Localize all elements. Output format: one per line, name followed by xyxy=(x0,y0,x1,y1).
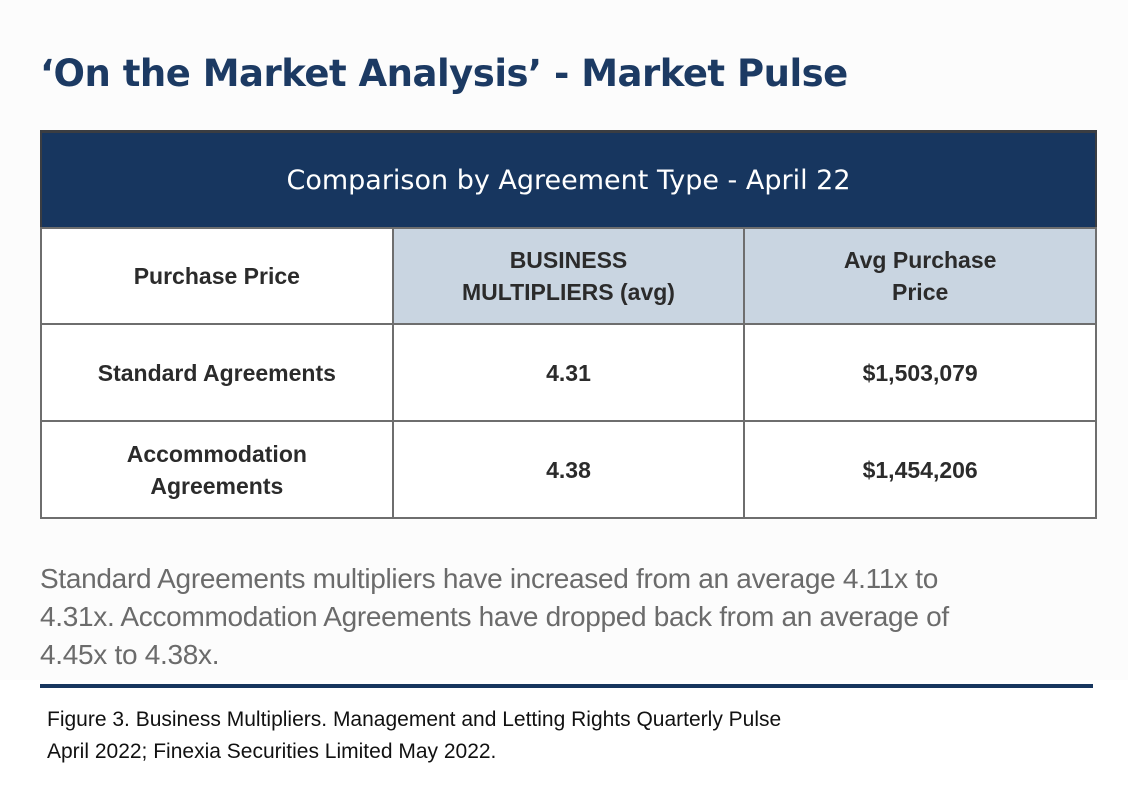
row-label: Accommodation Agreements xyxy=(40,420,394,519)
caption-line: April 2022; Finexia Securities Limited M… xyxy=(47,740,497,763)
header-business-multipliers: BUSINESS MULTIPLIERS (avg) xyxy=(391,227,746,325)
row-label: Standard Agreements xyxy=(40,323,394,422)
header-avg-purchase-price: Avg Purchase Price xyxy=(743,227,1097,325)
table-row: Standard Agreements 4.31 $1,503,079 xyxy=(40,323,1097,422)
avg-price-value: $1,454,206 xyxy=(743,420,1097,519)
slide-image: ‘On the Market Analysis’ - Market Pulse … xyxy=(40,52,1100,674)
table-header-row: Purchase Price BUSINESS MULTIPLIERS (avg… xyxy=(40,227,1097,325)
summary-line: 4.45x to 4.38x. xyxy=(40,639,220,670)
header-line: Price xyxy=(892,279,949,305)
multiplier-value: 4.31 xyxy=(391,323,746,422)
multiplier-value: 4.38 xyxy=(391,420,746,519)
table-row: Accommodation Agreements 4.38 $1,454,206 xyxy=(40,420,1097,519)
header-purchase-price: Purchase Price xyxy=(40,227,394,325)
comparison-table: Comparison by Agreement Type - April 22 … xyxy=(40,130,1097,519)
row-label-line: Agreements xyxy=(150,472,284,499)
summary-paragraph: Standard Agreements multipliers have inc… xyxy=(40,560,1100,674)
table-banner-title: Comparison by Agreement Type - April 22 xyxy=(40,130,1097,227)
comparison-grid: Purchase Price BUSINESS MULTIPLIERS (avg… xyxy=(40,227,1097,519)
figure-caption: Figure 3. Business Multipliers. Manageme… xyxy=(47,704,781,768)
header-line: Avg Purchase xyxy=(843,247,997,273)
header-line: MULTIPLIERS (avg) xyxy=(462,279,675,305)
header-line: BUSINESS xyxy=(509,247,628,273)
avg-price-value: $1,503,079 xyxy=(743,323,1097,422)
divider-rule xyxy=(40,684,1093,688)
summary-line: Standard Agreements multipliers have inc… xyxy=(40,563,939,594)
caption-line: Figure 3. Business Multipliers. Manageme… xyxy=(47,708,782,731)
page-title: ‘On the Market Analysis’ - Market Pulse xyxy=(40,52,848,95)
row-label-line: Accommodation xyxy=(126,440,307,467)
summary-line: 4.31x. Accommodation Agreements have dro… xyxy=(40,601,949,632)
